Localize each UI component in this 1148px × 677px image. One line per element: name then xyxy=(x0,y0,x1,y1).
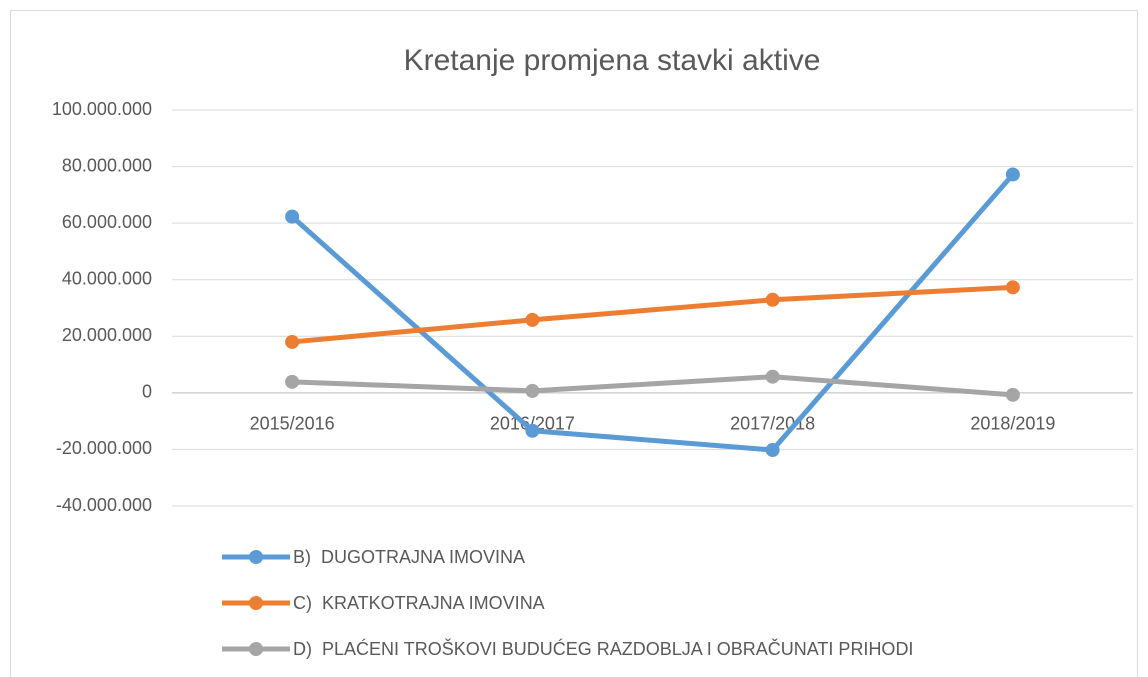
series-line xyxy=(289,374,1016,398)
series-line xyxy=(289,284,1016,345)
chart-border xyxy=(10,10,1138,677)
y-tick-label: 40.000.000 xyxy=(62,268,152,288)
legend-label: C) KRATKOTRAJNA IMOVINA xyxy=(293,593,545,613)
x-tick-label: 2015/2016 xyxy=(250,414,335,434)
y-tick-label: 0 xyxy=(142,382,152,402)
legend-label: D) PLAĆENI TROŠKOVI BUDUĆEG RAZDOBLJA I … xyxy=(293,638,913,659)
legend-marker xyxy=(249,550,263,564)
x-tick-label: 2016/2017 xyxy=(490,414,575,434)
marker xyxy=(1005,167,1020,182)
marker xyxy=(765,292,780,307)
marker xyxy=(525,423,540,438)
marker xyxy=(765,442,780,457)
chart-title: Kretanje promjena stavki aktive xyxy=(404,44,821,77)
legend-marker xyxy=(249,642,263,656)
legend-marker xyxy=(249,596,263,610)
y-tick-label: 60.000.000 xyxy=(62,212,152,232)
marker xyxy=(765,369,780,384)
legend-label: B) DUGOTRAJNA IMOVINA xyxy=(293,547,525,567)
x-tick-label: 2018/2019 xyxy=(970,414,1055,434)
marker xyxy=(525,312,540,327)
marker xyxy=(1005,387,1020,402)
y-tick-label: 80.000.000 xyxy=(62,155,152,175)
y-tick-label: -40.000.000 xyxy=(56,495,152,515)
marker xyxy=(285,374,300,389)
marker xyxy=(525,383,540,398)
marker xyxy=(285,334,300,349)
y-tick-label: -20.000.000 xyxy=(56,438,152,458)
y-tick-label: 20.000.000 xyxy=(62,325,152,345)
marker xyxy=(285,209,300,224)
y-tick-label: 100.000.000 xyxy=(52,99,152,119)
series-line xyxy=(289,171,1016,453)
marker xyxy=(1005,280,1020,295)
